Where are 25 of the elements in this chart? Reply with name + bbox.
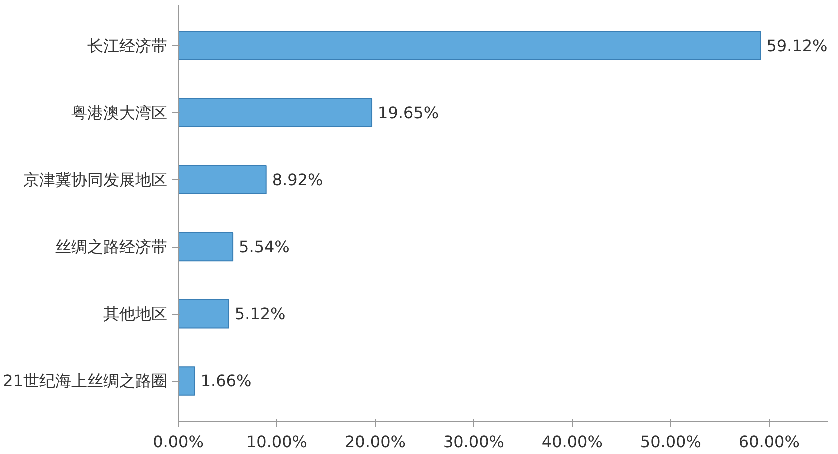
- bar: [178, 366, 196, 396]
- x-tick-label: 0.00%: [153, 432, 204, 452]
- bar: [178, 232, 234, 262]
- bar: [178, 300, 230, 329]
- y-tick-label: 京津冀协同发展地区: [24, 170, 168, 190]
- y-tick-label: 长江经济带: [88, 36, 168, 56]
- x-tick-label: 50.00%: [640, 432, 702, 452]
- x-tick-label: 30.00%: [443, 432, 504, 452]
- x-tick-label: 20.00%: [344, 432, 406, 452]
- x-tick-label: 40.00%: [542, 432, 603, 452]
- y-tick-label: 21世纪海上丝绸之路圈: [3, 372, 168, 391]
- bar: [178, 98, 373, 128]
- x-tick-label: 60.00%: [738, 432, 800, 452]
- y-tick-label: 丝绸之路经济带: [56, 238, 168, 257]
- data-label: 59.12%: [766, 36, 828, 56]
- data-label: 1.66%: [200, 372, 252, 391]
- bar: [178, 165, 267, 195]
- x-tick-label: 10.00%: [246, 432, 308, 452]
- y-tick-label: 粤港澳大湾区: [72, 103, 168, 122]
- data-label: 19.65%: [378, 103, 440, 122]
- y-tick-label: 其他地区: [104, 304, 168, 324]
- bar: [178, 31, 762, 60]
- data-label: 8.92%: [272, 170, 324, 190]
- data-label: 5.12%: [234, 304, 286, 324]
- data-label: 5.54%: [239, 238, 290, 257]
